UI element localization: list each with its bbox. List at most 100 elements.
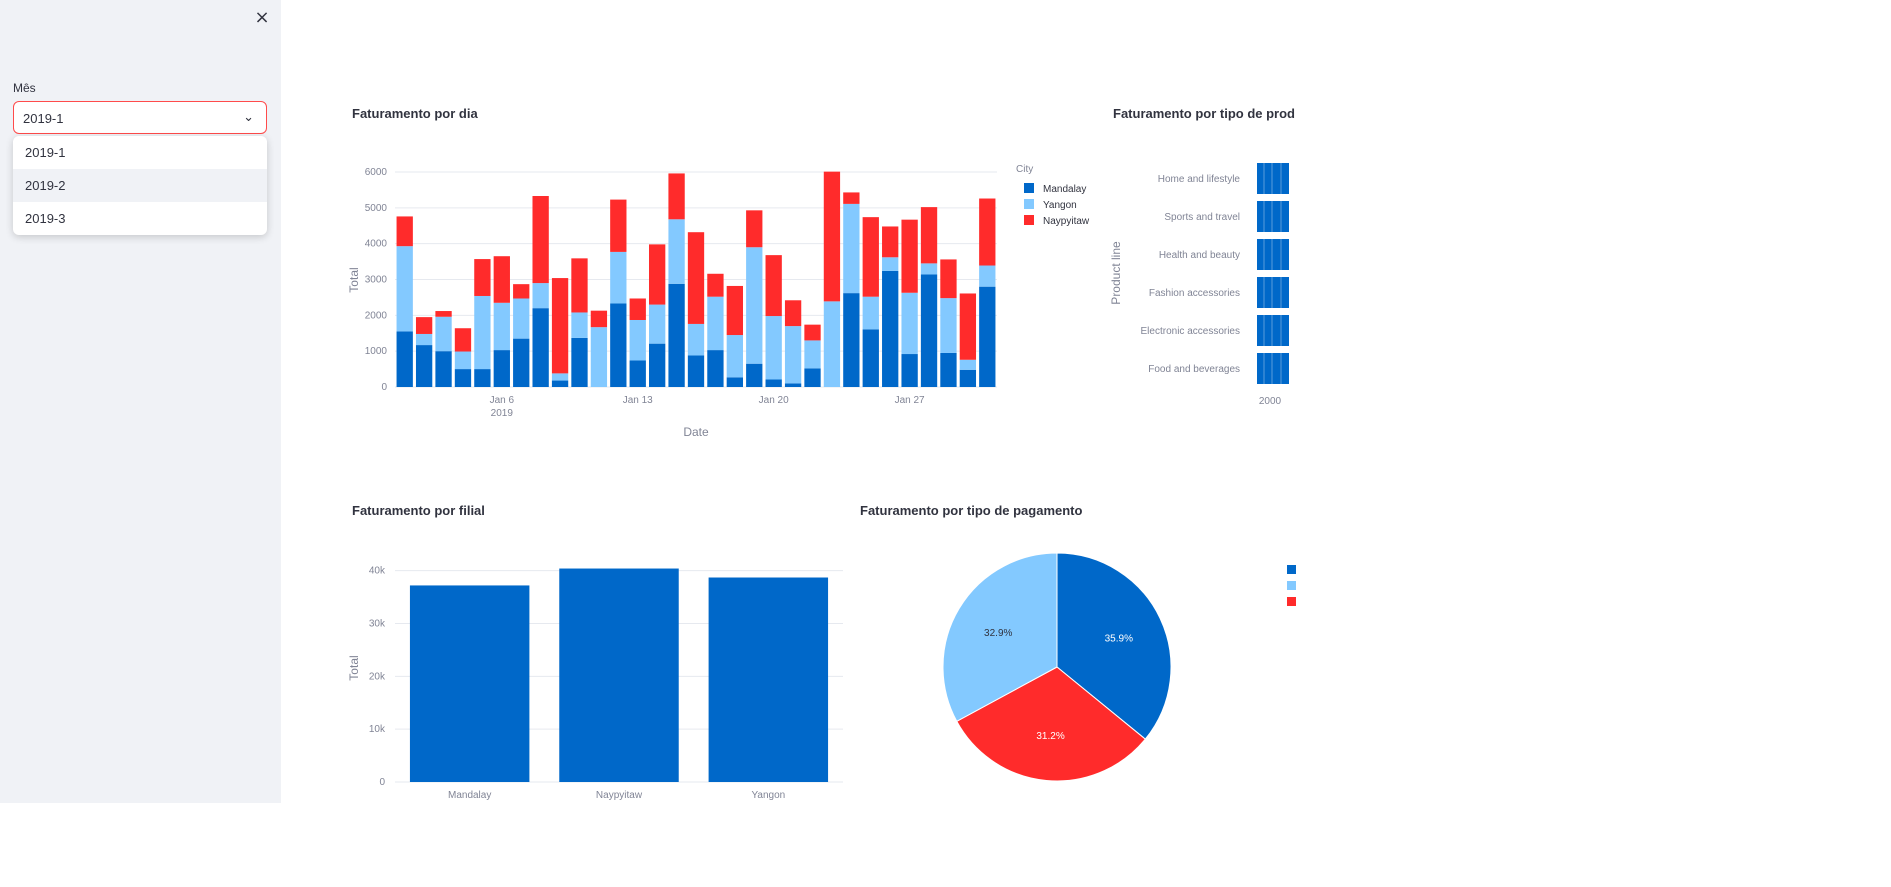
bar-segment <box>959 359 977 370</box>
product-bar <box>1257 315 1289 346</box>
bar-segment <box>435 311 452 317</box>
legend-title: City <box>1016 164 1033 175</box>
bar-segment <box>687 355 705 387</box>
y-axis-title: Product line <box>1109 241 1123 305</box>
bar-segment <box>610 251 627 304</box>
month-dropdown: 2019-1 2019-2 2019-3 <box>13 136 267 235</box>
close-sidebar-button[interactable]: × <box>252 8 272 28</box>
bar-segment <box>726 285 743 336</box>
y-tick-label: 0 <box>379 777 385 788</box>
month-option[interactable]: 2019-2 <box>13 169 267 202</box>
category-label: Home and lifestyle <box>1158 174 1241 185</box>
month-option[interactable]: 2019-1 <box>25 145 66 160</box>
bar-segment <box>882 257 899 271</box>
bar-segment <box>746 247 763 364</box>
bar-segment <box>649 343 666 387</box>
bar-segment <box>804 324 821 341</box>
x-tick-sublabel: 2019 <box>491 408 514 419</box>
bar-segment <box>920 263 938 275</box>
pie-slice <box>956 666 1146 782</box>
branch-revenue-chart[interactable]: 0 10k 20k 30k 40k Mandalay Naypyitaw Yangon Tota… <box>340 550 850 810</box>
month-select-label: Mês <box>13 81 36 95</box>
bar-segment <box>590 310 608 328</box>
bar-segment <box>843 293 860 387</box>
x-tick-label: Yangon <box>751 790 785 801</box>
x-tick-label: Naypyitaw <box>596 790 643 801</box>
branch-bar <box>708 577 829 782</box>
bar-segment <box>862 217 879 297</box>
bar-segment <box>784 300 802 327</box>
bar-segment <box>959 293 977 360</box>
bar-segment <box>920 207 938 264</box>
y-axis-title: Total <box>347 267 361 292</box>
bar-segment <box>649 304 666 344</box>
product-bar <box>1257 163 1289 194</box>
x-tick-label: Jan 13 <box>623 395 653 406</box>
legend-item: Naypyitaw <box>1043 216 1090 227</box>
daily-revenue-chart[interactable]: 0 1000 2000 3000 4000 5000 6000 Jan 6 2019 Jan 13… <box>340 150 1110 450</box>
y-tick-label: 1000 <box>365 346 388 357</box>
bar-segment <box>746 210 763 248</box>
category-label: Electronic accessories <box>1141 326 1240 337</box>
month-option[interactable]: 2019-3 <box>25 211 66 226</box>
y-tick-label: 40k <box>369 566 386 577</box>
bar-segment <box>474 259 491 296</box>
branch-bar <box>559 568 679 782</box>
bar-segment <box>784 326 802 384</box>
daily-revenue-chart-title: Faturamento por dia <box>352 106 478 121</box>
bar-segment <box>454 351 472 370</box>
bar-segment <box>551 373 569 381</box>
bar-segment <box>396 331 413 387</box>
legend-item: Mandalay <box>1043 184 1086 195</box>
y-tick-label: 20k <box>369 671 386 682</box>
bar-segment <box>843 192 860 204</box>
close-icon: × <box>254 7 270 28</box>
bar-segment <box>979 286 996 387</box>
bar-segment <box>765 316 782 380</box>
bar-segment <box>823 171 841 302</box>
bar-segment <box>532 283 549 309</box>
legend-swatch <box>1024 183 1034 193</box>
bar-segment <box>804 368 821 387</box>
bar-segment <box>629 360 646 387</box>
y-axis-title: Total <box>347 655 361 680</box>
bar-segment <box>396 216 413 247</box>
month-select[interactable]: 2019-1 ⌄ <box>13 101 267 134</box>
sidebar: × Mês 2019-1 ⌄ 2019-1 2019-2 2019-3 <box>0 0 281 803</box>
bar-segment <box>726 377 743 387</box>
bar-segment <box>765 255 782 317</box>
bar-segment <box>804 340 821 369</box>
bar-segment <box>610 303 627 387</box>
x-tick-label: 2000 <box>1259 396 1282 407</box>
y-tick-label: 2000 <box>365 310 388 321</box>
product-bar <box>1257 277 1289 308</box>
month-select-value: 2019-1 <box>23 111 64 126</box>
y-tick-label: 0 <box>381 382 387 393</box>
pie-slice-label: 32.9% <box>984 628 1012 639</box>
branch-bar <box>409 585 530 782</box>
bar-segment <box>979 265 996 287</box>
legend-swatch <box>1287 565 1296 574</box>
bar-segment <box>882 226 899 258</box>
bar-segment <box>823 301 841 387</box>
legend-item: Yangon <box>1043 200 1077 211</box>
y-tick-label: 3000 <box>365 275 388 286</box>
bar-segment <box>454 369 472 387</box>
bar-segment <box>435 316 452 352</box>
bar-segment <box>590 327 608 387</box>
bar-segment <box>668 219 685 284</box>
bar-segment <box>571 312 588 338</box>
bar-segment <box>493 302 510 351</box>
category-label: Sports and travel <box>1164 212 1240 223</box>
payment-revenue-chart[interactable]: 35.9% 31.2% 32.9% <box>900 550 1300 800</box>
bar-segment <box>513 284 530 299</box>
x-tick-label: Jan 27 <box>895 395 925 406</box>
category-label: Health and beauty <box>1159 250 1240 261</box>
bar-segment <box>746 363 763 387</box>
product-revenue-chart[interactable]: Home and lifestyle Sports and travel Healt… <box>1100 150 1289 410</box>
bar-segment <box>707 273 724 297</box>
product-bar <box>1257 239 1289 270</box>
product-bar <box>1257 201 1289 232</box>
y-tick-label: 30k <box>369 618 386 629</box>
bar-segment <box>571 258 588 313</box>
